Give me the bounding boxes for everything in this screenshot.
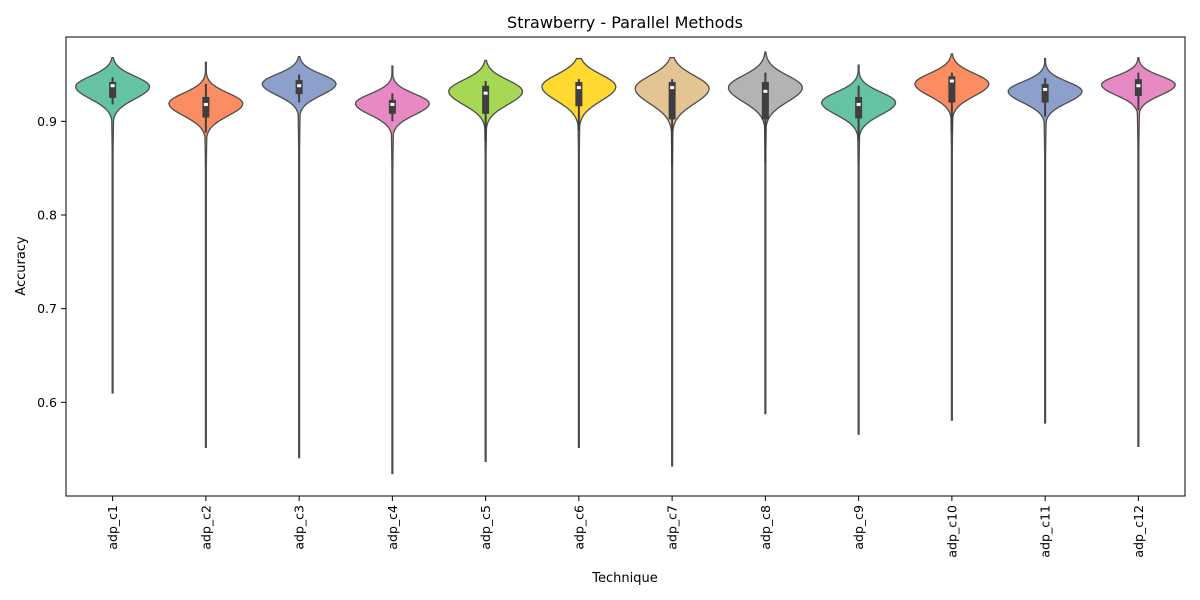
violin-body [634,56,710,467]
y-tick-label: 0.6 [37,395,57,410]
violin-adp_c8 [727,51,804,415]
violin-iqr-box [855,96,863,119]
violin-median [576,86,581,90]
violin-iqr-box [109,81,117,98]
violin-adp_c2 [168,61,244,448]
violin-median [297,84,302,88]
violin-body [914,53,990,421]
violin-iqr-box [482,85,490,114]
violin-median [949,79,954,83]
violin-adp_c5 [448,59,524,462]
x-tick-label: adp_c11 [1038,505,1053,558]
violin-adp_c6 [541,57,617,448]
violin-body [74,56,151,394]
violin-median [110,84,115,88]
violin-median [856,102,861,106]
violin-adp_c12 [1100,56,1177,447]
violin-adp_c7 [634,56,710,467]
violin-body [1007,57,1083,424]
violin-median [483,91,488,95]
violin-median [1136,84,1141,88]
x-tick-label: adp_c8 [758,505,773,550]
violin-body [354,65,430,475]
x-tick-label: adp_c5 [478,505,493,550]
violin-iqr-box [948,76,956,103]
violin-body [727,51,804,415]
violin-iqr-box [1041,83,1049,103]
y-axis: 0.6 0.7 0.8 0.9 [37,114,66,410]
violins-group [74,51,1177,475]
violin-iqr-box [668,81,676,120]
x-tick-label: adp_c9 [851,505,866,550]
violin-iqr-box [1134,79,1142,97]
violin-body [168,61,244,448]
violin-median [203,102,208,106]
x-tick-label: adp_c2 [198,505,213,550]
violin-adp_c3 [261,56,337,459]
x-tick-label: adp_c1 [105,505,120,550]
x-tick-label: adp_c6 [571,505,586,550]
y-tick-label: 0.7 [37,301,57,316]
violin-adp_c10 [914,53,990,421]
violin-iqr-box [761,81,769,120]
violin-body [1100,56,1177,447]
y-tick-label: 0.8 [37,207,57,222]
violin-body [821,64,897,435]
x-tick-label: adp_c3 [292,505,307,550]
violin-body [261,56,337,459]
chart-title: Strawberry - Parallel Methods [507,13,743,32]
plot-frame [65,36,1186,497]
violin-body [448,59,524,462]
violin-iqr-box [202,96,210,118]
violin-adp_c11 [1007,57,1083,424]
violin-median [670,86,675,90]
violin-median [763,89,768,93]
y-axis-label: Accuracy [14,236,29,296]
x-tick-label: adp_c4 [385,505,400,550]
violin-iqr-box [388,99,396,114]
x-tick-label: adp_c7 [665,505,680,550]
violin-median [390,102,395,106]
violin-adp_c4 [354,65,430,475]
violin-median [1043,87,1048,91]
y-tick-label: 0.9 [37,114,57,129]
violin-iqr-box [575,81,583,107]
x-tick-label: adp_c12 [1131,505,1146,558]
x-tick-label: adp_c10 [944,505,959,558]
x-axis: adp_c1 adp_c2 adp_c3 adp_c4 adp_c5 adp_c6 adp_… [105,496,1146,558]
x-axis-label: Technique [591,571,657,586]
violin-adp_c1 [74,56,151,394]
violin-adp_c9 [821,64,897,435]
violin-body [541,57,617,448]
